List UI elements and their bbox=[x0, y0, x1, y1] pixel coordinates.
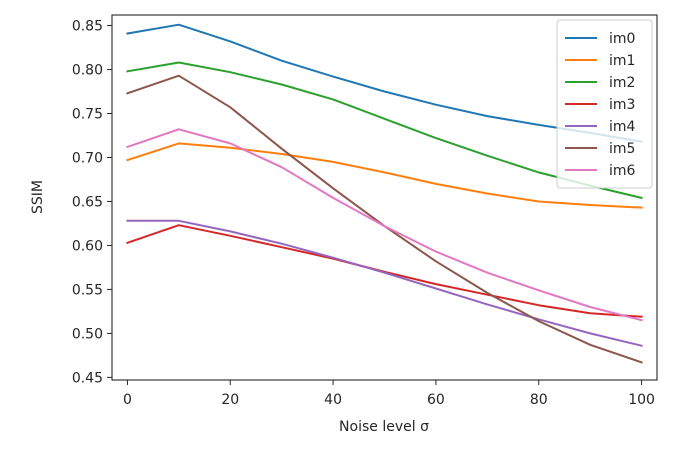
x-tick-label: 40 bbox=[324, 392, 342, 408]
y-tick-label: 0.70 bbox=[72, 150, 103, 166]
x-tick-label: 60 bbox=[427, 392, 445, 408]
legend-label-im2: im2 bbox=[609, 75, 635, 91]
x-axis-label: Noise level σ bbox=[339, 419, 429, 435]
y-tick-label: 0.65 bbox=[72, 194, 103, 210]
series-lines bbox=[126, 23, 643, 364]
y-axis-label: SSIM bbox=[30, 180, 46, 214]
plot-frame bbox=[111, 14, 658, 381]
legend-label-im1: im1 bbox=[609, 53, 635, 69]
y-tick-label: 0.60 bbox=[72, 238, 103, 254]
y-tick-label: 0.75 bbox=[72, 107, 103, 123]
y-tick-label: 0.50 bbox=[72, 326, 103, 342]
series-line-im1 bbox=[126, 142, 643, 209]
x-tick-label: 100 bbox=[628, 392, 655, 408]
legend-label-im6: im6 bbox=[609, 163, 636, 179]
x-tick-label: 0 bbox=[123, 392, 132, 408]
legend-label-im5: im5 bbox=[609, 141, 635, 157]
series-line-im0 bbox=[126, 23, 643, 143]
series-line-im6 bbox=[126, 128, 643, 322]
y-tick-label: 0.55 bbox=[72, 282, 103, 298]
legend-label-im0: im0 bbox=[609, 31, 635, 47]
legend: im0 im1 im2 im3 im4 im5 im6 bbox=[556, 19, 653, 189]
legend-label-im4: im4 bbox=[609, 119, 636, 135]
y-tick-label: 0.45 bbox=[72, 370, 103, 386]
x-axis: 0 20 40 60 80 100 bbox=[123, 380, 655, 408]
x-tick-label: 80 bbox=[530, 392, 548, 408]
y-axis: 0.45 0.50 0.55 0.60 0.65 0.70 0.75 0.80 0.85 bbox=[72, 19, 112, 386]
legend-label-im3: im3 bbox=[609, 97, 635, 113]
y-tick-label: 0.85 bbox=[72, 19, 103, 35]
series-line-im2 bbox=[126, 61, 643, 200]
x-tick-label: 20 bbox=[221, 392, 239, 408]
series-line-im3 bbox=[126, 224, 643, 318]
series-line-im4 bbox=[126, 219, 643, 347]
y-tick-label: 0.80 bbox=[72, 63, 103, 79]
legend-box bbox=[556, 19, 653, 189]
